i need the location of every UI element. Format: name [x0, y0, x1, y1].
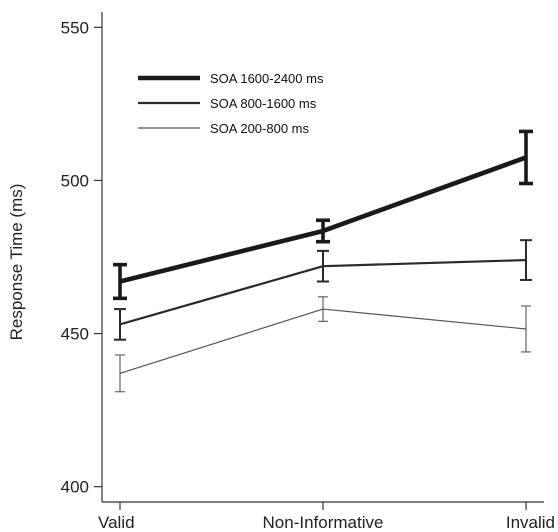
- legend-label-1: SOA 800-1600 ms: [210, 96, 317, 111]
- legend: SOA 1600-2400 ms SOA 800-1600 ms SOA 200-8…: [138, 71, 324, 136]
- y-tick-label-400: 400: [61, 478, 89, 497]
- series-1: [114, 240, 532, 340]
- x-tick-label-2: Invalid: [506, 513, 555, 532]
- legend-label-0: SOA 1600-2400 ms: [210, 71, 324, 86]
- y-tick-labels: 400 450 500 550: [61, 18, 89, 496]
- x-tick-label-1: Non-Informative: [263, 513, 384, 532]
- x-tick-labels: Valid Non-Informative Invalid: [98, 513, 555, 532]
- series-layer: [113, 131, 533, 391]
- y-tick-label-550: 550: [61, 18, 89, 37]
- x-tick-label-0: Valid: [98, 513, 135, 532]
- legend-label-2: SOA 200-800 ms: [210, 121, 309, 136]
- y-tick-label-500: 500: [61, 171, 89, 190]
- y-axis-title: Response Time (ms): [7, 184, 26, 341]
- series-2: [115, 297, 531, 392]
- y-tick-label-450: 450: [61, 325, 89, 344]
